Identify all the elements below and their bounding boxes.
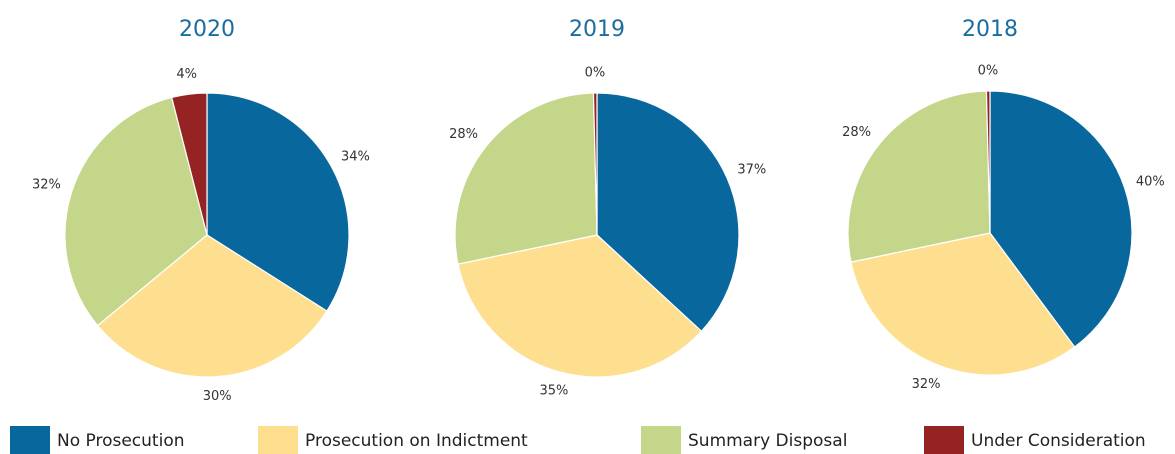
legend-swatch [641,426,681,454]
data-label: 34% [341,149,370,164]
data-label: 32% [912,377,941,392]
pie-slice [96,234,328,378]
legend-label: Summary Disposal [688,431,847,451]
legend-swatch [924,426,964,454]
data-label: 0% [585,66,606,81]
data-label: 30% [203,389,232,404]
legend-swatch [258,426,298,454]
pie-slice [454,92,598,265]
data-label: 4% [176,67,197,82]
chart-title: 2018 [962,17,1018,42]
data-label: 35% [539,384,568,399]
pie-slice [989,90,1133,348]
pie-slice [985,90,991,234]
chart-title: 2019 [569,17,625,42]
pie-slice [596,92,740,333]
pie-slice [206,92,350,312]
pie-slice [592,92,598,236]
legend-label: No Prosecution [57,431,185,451]
data-label: 0% [978,64,999,79]
pie-slice [457,234,703,378]
pie-slice [170,92,208,236]
pie-slice [850,232,1076,376]
legend-label: Under Consideration [971,431,1146,451]
data-label: 32% [32,177,61,192]
legend-label: Prosecution on Indictment [305,431,528,451]
pie-slice [847,90,991,263]
data-label: 28% [842,125,871,140]
pie-slice [64,96,208,327]
data-label: 40% [1136,175,1165,190]
data-label: 28% [449,127,478,142]
chart-title: 2020 [179,17,235,42]
legend-swatch [10,426,50,454]
data-label: 37% [737,162,766,177]
